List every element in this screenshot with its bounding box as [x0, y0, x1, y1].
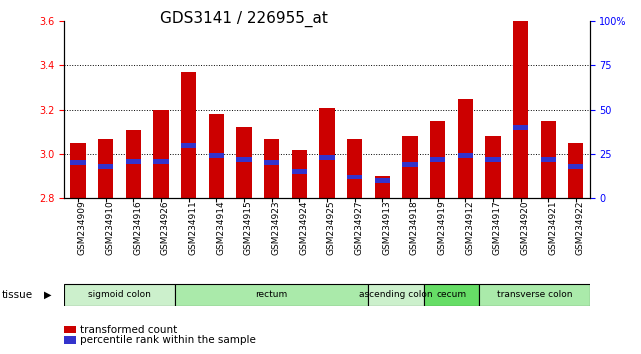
Bar — [374, 176, 390, 198]
Text: tissue: tissue — [1, 290, 33, 300]
Bar — [71, 160, 85, 165]
Bar — [126, 130, 141, 198]
Bar — [175, 284, 369, 306]
Bar — [98, 138, 113, 198]
Text: cecum: cecum — [437, 290, 467, 299]
Text: GSM234919: GSM234919 — [438, 200, 447, 255]
Bar — [126, 159, 141, 164]
Bar — [264, 138, 279, 198]
Text: transverse colon: transverse colon — [497, 290, 572, 299]
Bar — [569, 164, 583, 169]
Bar — [347, 138, 362, 198]
Text: GSM234921: GSM234921 — [548, 200, 557, 255]
Text: GSM234910: GSM234910 — [106, 200, 115, 255]
Bar — [569, 143, 583, 198]
Text: rectum: rectum — [256, 290, 288, 299]
Text: GSM234926: GSM234926 — [161, 200, 170, 255]
Text: GSM234916: GSM234916 — [133, 200, 142, 255]
Text: GSM234915: GSM234915 — [244, 200, 253, 255]
Bar — [64, 284, 175, 306]
Text: ascending colon: ascending colon — [359, 290, 433, 299]
Bar — [403, 162, 417, 167]
Bar — [513, 21, 528, 198]
Bar — [458, 99, 473, 198]
Text: percentile rank within the sample: percentile rank within the sample — [80, 335, 256, 345]
Text: GSM234914: GSM234914 — [216, 200, 225, 255]
Bar — [292, 169, 307, 174]
Text: GSM234924: GSM234924 — [299, 200, 308, 255]
Bar — [479, 284, 590, 306]
Text: GSM234920: GSM234920 — [520, 200, 529, 255]
Text: GSM234922: GSM234922 — [576, 200, 585, 255]
Text: GSM234912: GSM234912 — [465, 200, 474, 255]
Bar — [403, 136, 417, 198]
Bar — [71, 143, 85, 198]
Bar — [424, 284, 479, 306]
Bar — [153, 159, 169, 164]
Bar — [540, 157, 556, 162]
Bar — [540, 121, 556, 198]
Text: GSM234909: GSM234909 — [78, 200, 87, 255]
Text: GSM234927: GSM234927 — [354, 200, 363, 255]
Text: GSM234925: GSM234925 — [327, 200, 336, 255]
Text: sigmoid colon: sigmoid colon — [88, 290, 151, 299]
Bar — [485, 157, 501, 162]
Bar — [98, 164, 113, 169]
Bar — [208, 153, 224, 158]
Bar — [485, 136, 501, 198]
Text: GSM234923: GSM234923 — [272, 200, 281, 255]
Bar — [430, 157, 445, 162]
Bar — [319, 108, 335, 198]
Text: ▶: ▶ — [44, 290, 51, 300]
Bar — [374, 178, 390, 183]
Text: GSM234917: GSM234917 — [493, 200, 502, 255]
Bar — [513, 125, 528, 130]
Text: GDS3141 / 226955_at: GDS3141 / 226955_at — [160, 11, 328, 27]
Bar — [181, 72, 196, 198]
Bar — [153, 110, 169, 198]
Bar — [208, 114, 224, 198]
Text: GSM234911: GSM234911 — [188, 200, 197, 255]
Bar — [319, 155, 335, 160]
Text: GSM234913: GSM234913 — [382, 200, 391, 255]
Bar — [292, 149, 307, 198]
Bar — [237, 127, 251, 198]
Bar — [181, 143, 196, 148]
Text: GSM234918: GSM234918 — [410, 200, 419, 255]
Bar — [264, 160, 279, 165]
Bar — [347, 175, 362, 179]
Bar — [430, 121, 445, 198]
Text: transformed count: transformed count — [80, 325, 178, 335]
Bar — [369, 284, 424, 306]
Bar — [458, 153, 473, 158]
Bar — [237, 157, 251, 162]
